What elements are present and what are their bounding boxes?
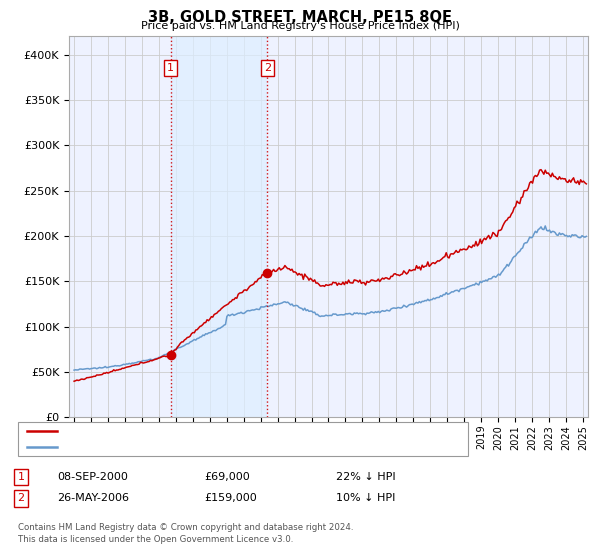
Text: £69,000: £69,000	[204, 472, 250, 482]
Text: HPI: Average price, detached house, Fenland: HPI: Average price, detached house, Fenl…	[62, 442, 296, 452]
Text: 10% ↓ HPI: 10% ↓ HPI	[336, 493, 395, 503]
Text: £159,000: £159,000	[204, 493, 257, 503]
Text: 3B, GOLD STREET, MARCH, PE15 8QE (detached house): 3B, GOLD STREET, MARCH, PE15 8QE (detach…	[62, 426, 352, 436]
Bar	[170, 36, 267, 417]
Text: Price paid vs. HM Land Registry's House Price Index (HPI): Price paid vs. HM Land Registry's House …	[140, 21, 460, 31]
Text: 1: 1	[17, 472, 25, 482]
Text: 3B, GOLD STREET, MARCH, PE15 8QE: 3B, GOLD STREET, MARCH, PE15 8QE	[148, 10, 452, 25]
Text: 22% ↓ HPI: 22% ↓ HPI	[336, 472, 395, 482]
Text: 2: 2	[264, 63, 271, 73]
Text: 26-MAY-2006: 26-MAY-2006	[57, 493, 129, 503]
Text: 1: 1	[167, 63, 174, 73]
Text: Contains HM Land Registry data © Crown copyright and database right 2024.
This d: Contains HM Land Registry data © Crown c…	[18, 523, 353, 544]
Text: 2: 2	[17, 493, 25, 503]
Text: 08-SEP-2000: 08-SEP-2000	[57, 472, 128, 482]
